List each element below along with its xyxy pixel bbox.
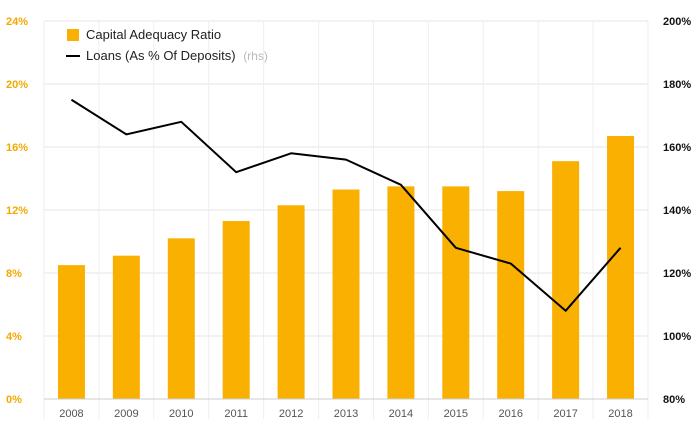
x-tick-label: 2010 [169, 408, 193, 420]
y-right-tick-label: 80% [663, 394, 685, 406]
bar-series [57, 135, 635, 399]
x-tick-label: 2008 [59, 408, 83, 420]
x-tick-label: 2018 [608, 408, 632, 420]
bar-2010 [167, 238, 195, 399]
gridlines [43, 20, 649, 419]
y-left-tick-label: 12% [6, 205, 28, 217]
bar-2009 [112, 255, 140, 399]
legend-label-bar: Capital Adequacy Ratio [86, 27, 221, 42]
bar-2011 [222, 221, 250, 399]
bar-2015 [442, 186, 470, 399]
x-tick-label: 2013 [334, 408, 358, 420]
legend-swatch-bar [67, 29, 79, 41]
x-tick-label: 2011 [224, 408, 248, 420]
bar-2016 [497, 191, 525, 399]
y-right-tick-label: 200% [663, 16, 691, 28]
y-left-tick-label: 20% [6, 79, 28, 91]
bar-2018 [607, 135, 635, 399]
x-tick-label: 2017 [553, 408, 577, 420]
bar-2012 [277, 205, 305, 399]
y-right-tick-label: 140% [663, 205, 691, 217]
y-right-tick-label: 120% [663, 268, 691, 280]
x-tick-label: 2014 [389, 408, 413, 420]
axes: 0% 80% 4% 100% 8% 120% 12% 140% 16% 160% 20% 180% 24… [6, 16, 691, 420]
y-right-tick-label: 180% [663, 79, 691, 91]
legend: Capital Adequacy Ratio Loans (As % Of De… [66, 27, 268, 63]
y-left-tick-label: 0% [6, 394, 22, 406]
y-right-tick-label: 160% [663, 142, 691, 154]
y-left-tick-label: 4% [6, 331, 22, 343]
loans-to-deposits-line [70, 98, 622, 312]
y-left-tick-label: 8% [6, 268, 22, 280]
legend-label-line: Loans (As % Of Deposits) (rhs) [86, 48, 268, 63]
x-tick-label: 2009 [114, 408, 138, 420]
y-right-tick-label: 100% [663, 331, 691, 343]
bar-2014 [387, 186, 415, 399]
legend-label-line-name: Loans (As % Of Deposits) [86, 48, 236, 63]
x-tick-label: 2015 [444, 408, 468, 420]
x-tick-label: 2012 [279, 408, 303, 420]
bar-2013 [332, 189, 360, 399]
y-left-tick-label: 24% [6, 16, 28, 28]
line-series [70, 98, 622, 312]
bar-2008 [57, 265, 85, 399]
x-tick-label: 2016 [498, 408, 522, 420]
legend-label-line-note: (rhs) [243, 49, 268, 63]
y-left-tick-label: 16% [6, 142, 28, 154]
bar-2017 [552, 161, 580, 399]
